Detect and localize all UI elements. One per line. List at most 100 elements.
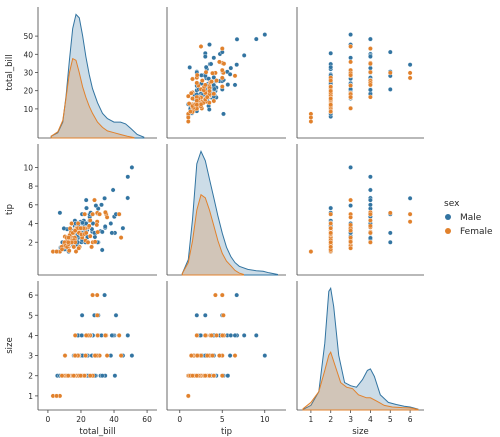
point-female bbox=[210, 353, 215, 358]
point-female bbox=[69, 221, 75, 226]
point-female bbox=[185, 119, 191, 124]
x-tick-label: 0 bbox=[177, 415, 182, 424]
point-male bbox=[262, 32, 268, 37]
point-male bbox=[387, 239, 393, 245]
point-female bbox=[90, 211, 96, 217]
point-female bbox=[65, 239, 71, 245]
x-tick-label: 6 bbox=[408, 415, 413, 424]
point-female bbox=[59, 246, 65, 252]
point-female bbox=[367, 217, 373, 223]
point-female bbox=[85, 239, 91, 245]
point-female bbox=[194, 102, 200, 108]
point-female bbox=[348, 239, 353, 245]
point-female bbox=[210, 70, 215, 76]
point-female bbox=[92, 239, 98, 245]
point-male bbox=[253, 332, 259, 338]
point-male bbox=[92, 234, 98, 240]
point-female bbox=[367, 223, 373, 229]
point-male bbox=[110, 187, 116, 193]
point-male bbox=[227, 71, 233, 77]
x-tick-label: 5 bbox=[388, 415, 393, 424]
point-female bbox=[203, 69, 209, 75]
point-female bbox=[407, 75, 413, 81]
point-female bbox=[83, 332, 89, 338]
point-male bbox=[232, 82, 238, 88]
point-male bbox=[79, 332, 85, 338]
panel-size-vs-total-bill: 1 2 3 4 5 6 size 0 20 40 60 total_bill bbox=[5, 281, 157, 437]
point-male bbox=[112, 373, 118, 379]
point-female bbox=[118, 353, 124, 358]
x-tick-label: 60 bbox=[142, 415, 152, 424]
point-male bbox=[125, 195, 131, 201]
point-female bbox=[367, 239, 373, 245]
point-female bbox=[328, 78, 334, 84]
panel-tip-vs-size bbox=[296, 144, 424, 276]
point-female bbox=[194, 72, 200, 78]
point-female bbox=[367, 69, 373, 75]
point-female bbox=[348, 197, 353, 203]
point-male bbox=[120, 225, 126, 231]
point-female bbox=[328, 88, 334, 94]
point-female bbox=[214, 332, 220, 338]
kde-male bbox=[181, 150, 278, 276]
point-male bbox=[367, 197, 373, 203]
point-female bbox=[328, 230, 334, 236]
y-tick-label: 30 bbox=[23, 69, 33, 78]
point-female bbox=[76, 245, 82, 251]
point-female bbox=[407, 70, 413, 76]
point-female bbox=[348, 94, 353, 100]
point-male bbox=[187, 65, 193, 70]
point-female bbox=[194, 353, 200, 358]
point-female bbox=[219, 373, 225, 379]
y-tick-label: 4 bbox=[28, 331, 33, 340]
point-female bbox=[94, 292, 100, 298]
point-female bbox=[328, 225, 334, 231]
point-female bbox=[232, 353, 238, 358]
legend-marker-female bbox=[445, 228, 451, 234]
kde-female bbox=[181, 193, 244, 276]
point-female bbox=[190, 76, 195, 82]
y-tick-label: 20 bbox=[23, 87, 33, 96]
point-female bbox=[104, 214, 110, 220]
x-axis-label: total_bill bbox=[79, 427, 115, 437]
point-female bbox=[186, 101, 192, 107]
point-female bbox=[67, 225, 73, 231]
point-female bbox=[194, 98, 200, 104]
y-tick-label: 5 bbox=[28, 311, 33, 320]
y-tick-label: 3 bbox=[28, 352, 33, 361]
x-tick-label: 2 bbox=[328, 415, 333, 424]
x-tick-label: 3 bbox=[348, 415, 353, 424]
point-male bbox=[234, 36, 240, 42]
point-female bbox=[212, 292, 218, 298]
point-male bbox=[367, 187, 373, 193]
point-female bbox=[118, 235, 124, 241]
point-female bbox=[207, 88, 212, 94]
point-female bbox=[348, 228, 353, 234]
point-female bbox=[185, 93, 191, 99]
y-tick-label: 6 bbox=[28, 291, 33, 300]
point-male bbox=[367, 174, 373, 180]
point-female bbox=[367, 94, 373, 100]
x-tick-label: 40 bbox=[109, 415, 119, 424]
point-male bbox=[125, 174, 131, 180]
y-tick-label: 1 bbox=[28, 392, 33, 401]
point-female bbox=[73, 249, 79, 254]
point-female bbox=[83, 230, 89, 236]
point-female bbox=[219, 75, 225, 81]
point-female bbox=[54, 249, 59, 255]
point-female bbox=[308, 119, 314, 124]
point-female bbox=[220, 312, 226, 318]
x-axis-label: tip bbox=[221, 427, 232, 437]
point-female bbox=[219, 84, 225, 90]
point-male bbox=[113, 312, 119, 318]
x-tick-label: 10 bbox=[260, 415, 270, 424]
y-tick-label: 10 bbox=[23, 105, 33, 114]
panel-total-bill-vs-total-bill: 10 20 30 40 50 total_bill bbox=[5, 7, 157, 139]
point-male bbox=[108, 221, 114, 226]
point-female bbox=[219, 46, 225, 51]
point-male bbox=[225, 373, 231, 379]
kde-female bbox=[50, 57, 135, 139]
point-female bbox=[328, 239, 334, 245]
y-tick-label: 10 bbox=[23, 163, 33, 172]
